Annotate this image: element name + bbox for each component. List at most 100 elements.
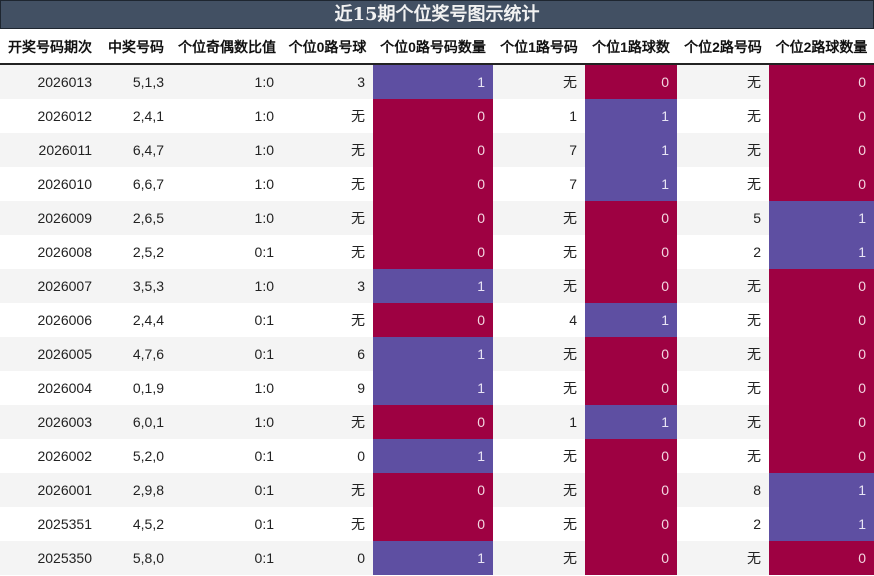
table-cell: 7 bbox=[493, 167, 585, 201]
chart-title: 近15期个位奖号图示统计 bbox=[0, 0, 874, 29]
table-row: 2026008 2,5,2 0:1 无 0 无 0 2 1 bbox=[0, 235, 874, 269]
table-cell: 1 bbox=[585, 133, 677, 167]
table-cell: 0 bbox=[373, 507, 493, 541]
table-cell: 无 bbox=[282, 507, 373, 541]
table-cell: 无 bbox=[282, 235, 373, 269]
table-cell: 2026010 bbox=[0, 167, 100, 201]
table-row: 2026006 2,4,4 0:1 无 0 4 1 无 0 bbox=[0, 303, 874, 337]
table-cell: 0:1 bbox=[172, 439, 282, 473]
table-cell: 0:1 bbox=[172, 473, 282, 507]
table-cell: 1 bbox=[769, 507, 874, 541]
table-cell: 0 bbox=[769, 439, 874, 473]
table-cell: 1 bbox=[585, 99, 677, 133]
table-cell: 0 bbox=[282, 541, 373, 575]
table-cell: 无 bbox=[493, 337, 585, 371]
table-row: 2026002 5,2,0 0:1 0 1 无 0 无 0 bbox=[0, 439, 874, 473]
table-cell: 2026007 bbox=[0, 269, 100, 303]
table-cell: 无 bbox=[677, 269, 769, 303]
table-cell: 0 bbox=[585, 201, 677, 235]
table-cell: 2,6,5 bbox=[100, 201, 172, 235]
table-cell: 0 bbox=[373, 235, 493, 269]
table-cell: 6,4,7 bbox=[100, 133, 172, 167]
table-cell: 无 bbox=[677, 167, 769, 201]
table-cell: 0 bbox=[373, 133, 493, 167]
table-cell: 0 bbox=[769, 541, 874, 575]
table-cell: 0 bbox=[585, 507, 677, 541]
table-cell: 6,6,7 bbox=[100, 167, 172, 201]
table-cell: 4,7,6 bbox=[100, 337, 172, 371]
table-cell: 2 bbox=[677, 507, 769, 541]
table-cell: 2,9,8 bbox=[100, 473, 172, 507]
table-cell: 0 bbox=[373, 167, 493, 201]
table-cell: 无 bbox=[282, 405, 373, 439]
table-cell: 无 bbox=[493, 507, 585, 541]
table-cell: 0 bbox=[373, 303, 493, 337]
table-cell: 0:1 bbox=[172, 337, 282, 371]
table-cell: 无 bbox=[677, 541, 769, 575]
table-cell: 3,5,3 bbox=[100, 269, 172, 303]
table-row: 2026010 6,6,7 1:0 无 0 7 1 无 0 bbox=[0, 167, 874, 201]
table-cell: 1:0 bbox=[172, 405, 282, 439]
table-cell: 1 bbox=[493, 405, 585, 439]
table-cell: 无 bbox=[282, 201, 373, 235]
table-cell: 0 bbox=[585, 371, 677, 405]
table-cell: 1 bbox=[373, 371, 493, 405]
table-cell: 6 bbox=[282, 337, 373, 371]
table-row: 2026013 5,1,3 1:0 3 1 无 0 无 0 bbox=[0, 64, 874, 99]
table-cell: 1 bbox=[585, 167, 677, 201]
table-cell: 0 bbox=[769, 133, 874, 167]
column-header: 个位1路球数 bbox=[585, 30, 677, 65]
table-cell: 0 bbox=[373, 405, 493, 439]
table-cell: 2026012 bbox=[0, 99, 100, 133]
table-cell: 0 bbox=[585, 64, 677, 99]
table-row: 2026009 2,6,5 1:0 无 0 无 0 5 1 bbox=[0, 201, 874, 235]
column-header: 开奖号码期次 bbox=[0, 30, 100, 65]
table-cell: 2,4,4 bbox=[100, 303, 172, 337]
table-cell: 1 bbox=[373, 337, 493, 371]
table-cell: 2 bbox=[677, 235, 769, 269]
table-cell: 无 bbox=[677, 371, 769, 405]
table-cell: 1 bbox=[585, 405, 677, 439]
table-cell: 无 bbox=[282, 303, 373, 337]
table-cell: 2,4,1 bbox=[100, 99, 172, 133]
table-cell: 0 bbox=[769, 371, 874, 405]
table-cell: 无 bbox=[677, 439, 769, 473]
table-cell: 无 bbox=[493, 64, 585, 99]
column-header: 个位2路球数量 bbox=[769, 30, 874, 65]
table-cell: 1 bbox=[769, 235, 874, 269]
table-cell: 0 bbox=[585, 235, 677, 269]
table-cell: 2026003 bbox=[0, 405, 100, 439]
table-cell: 无 bbox=[282, 167, 373, 201]
table-cell: 0 bbox=[769, 99, 874, 133]
table-cell: 5,2,0 bbox=[100, 439, 172, 473]
table-cell: 0 bbox=[769, 303, 874, 337]
table-cell: 0 bbox=[282, 439, 373, 473]
column-header: 个位2路号码 bbox=[677, 30, 769, 65]
table-cell: 2025350 bbox=[0, 541, 100, 575]
table-cell: 2,5,2 bbox=[100, 235, 172, 269]
table-cell: 0 bbox=[585, 541, 677, 575]
table-cell: 1 bbox=[373, 541, 493, 575]
table-cell: 2026002 bbox=[0, 439, 100, 473]
table-cell: 无 bbox=[677, 64, 769, 99]
table-cell: 1 bbox=[493, 99, 585, 133]
table-cell: 2026011 bbox=[0, 133, 100, 167]
table-cell: 5,1,3 bbox=[100, 64, 172, 99]
table-cell: 2026005 bbox=[0, 337, 100, 371]
table-cell: 无 bbox=[493, 371, 585, 405]
table-cell: 0:1 bbox=[172, 541, 282, 575]
table-cell: 0 bbox=[373, 99, 493, 133]
table-cell: 无 bbox=[493, 473, 585, 507]
table-cell: 1:0 bbox=[172, 133, 282, 167]
table-cell: 0,1,9 bbox=[100, 371, 172, 405]
table-cell: 0 bbox=[585, 337, 677, 371]
table-cell: 1:0 bbox=[172, 167, 282, 201]
table-cell: 1:0 bbox=[172, 201, 282, 235]
table-cell: 7 bbox=[493, 133, 585, 167]
table-cell: 1 bbox=[769, 473, 874, 507]
table-cell: 6,0,1 bbox=[100, 405, 172, 439]
table-cell: 1 bbox=[373, 269, 493, 303]
table-cell: 0 bbox=[769, 405, 874, 439]
table-cell: 2026004 bbox=[0, 371, 100, 405]
